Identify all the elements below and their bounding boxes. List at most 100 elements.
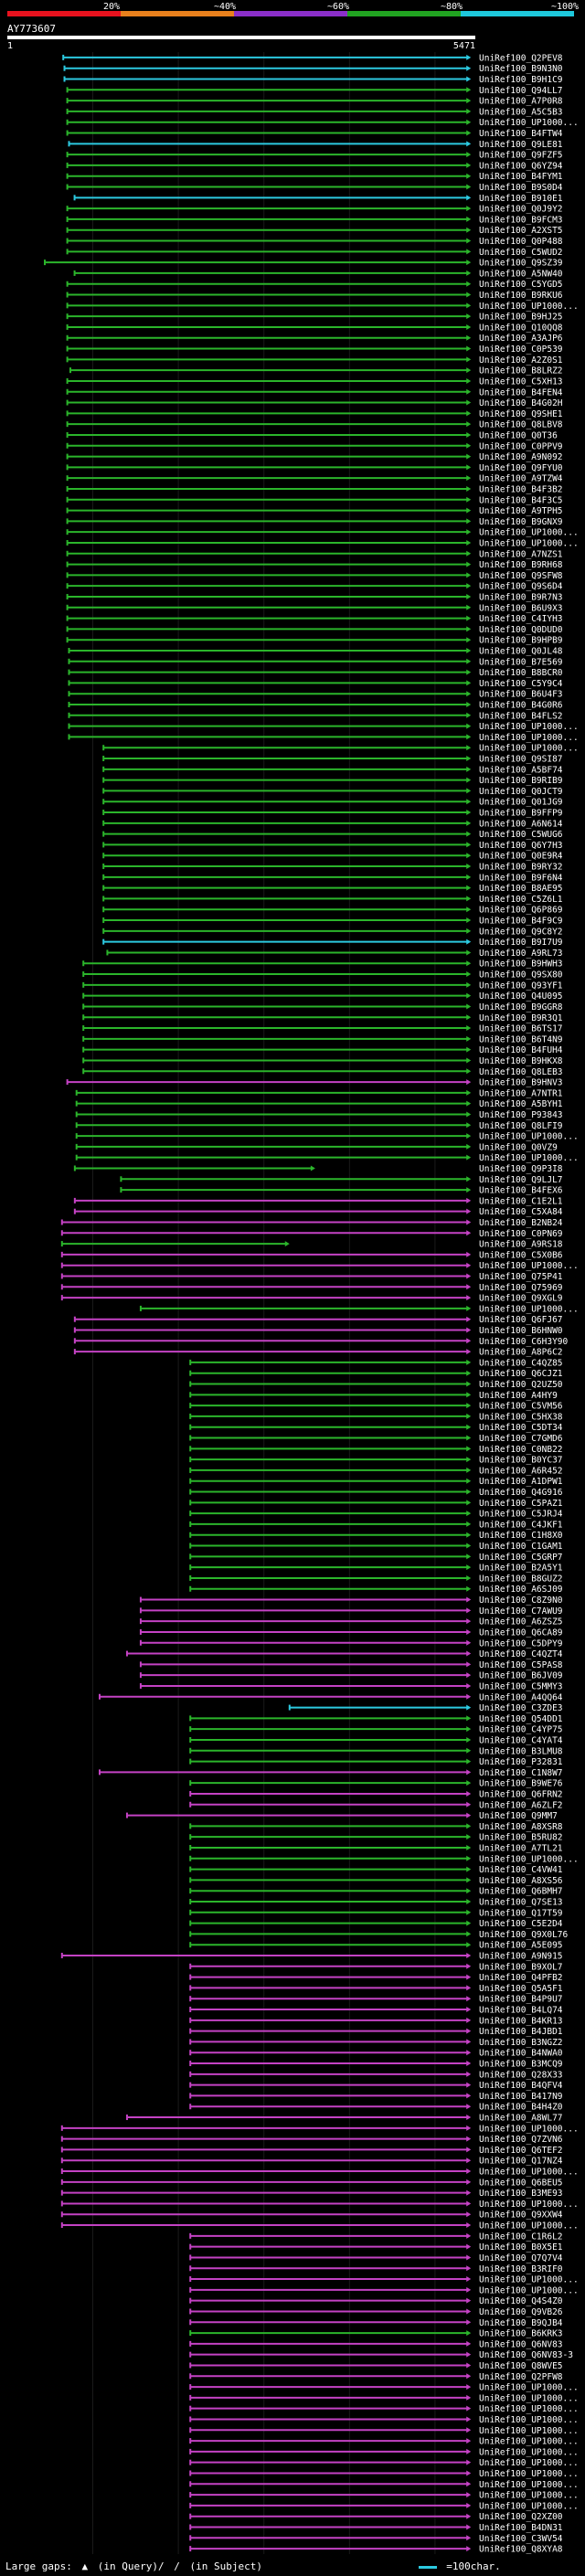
hit-label[interactable]: UniRef100_Q01JG9 [479,798,563,808]
hit-label[interactable]: UniRef100_Q4PFB2 [479,1973,563,1983]
hit-row[interactable]: UniRef100_B4FYM1 [66,172,563,182]
hit-label[interactable]: UniRef100_C0P539 [479,345,563,355]
hit-row[interactable]: UniRef100_B6JV09 [139,1671,563,1681]
hit-label[interactable]: UniRef100_B9HKX8 [479,1056,563,1066]
hit-label[interactable]: UniRef100_Q0DUD0 [479,625,563,635]
hit-label[interactable]: UniRef100_Q8WVE5 [479,2361,563,2371]
hit-row[interactable]: UniRef100_B2NB24 [60,1218,563,1228]
hit-row[interactable]: UniRef100_B4FUH4 [82,1045,563,1055]
hit-row[interactable]: UniRef100_C6H3Y90 [73,1337,569,1347]
hit-row[interactable]: UniRef100_B9R3Q1 [82,1013,563,1023]
hit-label[interactable]: UniRef100_B4FTW4 [479,129,563,139]
hit-row[interactable]: UniRef100_Q93YF1 [82,981,563,991]
hit-row[interactable]: UniRef100_C4QZT4 [125,1649,563,1659]
hit-row[interactable]: UniRef100_B0X5E1 [189,2242,563,2253]
hit-label[interactable]: UniRef100_Q9LE81 [479,140,563,150]
hit-label[interactable]: UniRef100_UP1000... [479,2383,579,2393]
hit-row[interactable]: UniRef100_UP1000... [189,2383,579,2393]
hit-row[interactable]: UniRef100_A8XS56 [189,1876,563,1886]
hit-label[interactable]: UniRef100_Q9P3I8 [479,1164,563,1174]
hit-label[interactable]: UniRef100_P32831 [479,1757,563,1767]
hit-label[interactable]: UniRef100_UP1000... [479,2221,579,2231]
hit-label[interactable]: UniRef100_Q0J9Y2 [479,205,563,215]
hit-label[interactable]: UniRef100_B9RY32 [479,863,563,873]
hit-row[interactable]: UniRef100_Q9C8Y2 [102,927,563,937]
hit-row[interactable]: UniRef100_UP1000... [60,2168,579,2178]
hit-row[interactable]: UniRef100_Q2XZ00 [189,2512,563,2522]
hit-label[interactable]: UniRef100_Q8LBV8 [479,420,563,430]
hit-label[interactable]: UniRef100_B0YC37 [479,1456,563,1466]
hit-label[interactable]: UniRef100_A4HY9 [479,1391,558,1401]
hit-label[interactable]: UniRef100_UP1000... [479,2415,579,2425]
hit-row[interactable]: UniRef100_Q17T59 [189,1908,563,1918]
hit-label[interactable]: UniRef100_Q94LL7 [479,86,563,96]
hit-label[interactable]: UniRef100_Q6CJZ1 [479,1369,563,1379]
hit-label[interactable]: UniRef100_B4FYM1 [479,172,563,182]
hit-row[interactable]: UniRef100_UP1000... [189,2501,579,2511]
hit-row[interactable]: UniRef100_C5Z6L1 [102,895,563,905]
hit-label[interactable]: UniRef100_B7E569 [479,657,563,667]
hit-label[interactable]: UniRef100_Q6NV83-3 [479,2350,573,2360]
hit-label[interactable]: UniRef100_B8AE95 [479,884,563,894]
hit-label[interactable]: UniRef100_A6R452 [479,1466,563,1476]
hit-label[interactable]: UniRef100_UP1000... [479,2437,579,2447]
hit-row[interactable]: UniRef100_A7NTR1 [75,1088,563,1098]
hit-label[interactable]: UniRef100_Q4G916 [479,1488,563,1498]
hit-row[interactable]: UniRef100_Q6FRN2 [189,1789,563,1799]
hit-row[interactable]: UniRef100_Q9SZ39 [43,259,563,269]
hit-label[interactable]: UniRef100_B9FCM3 [479,215,563,225]
hit-row[interactable]: UniRef100_Q9LE81 [68,140,563,150]
hit-row[interactable]: UniRef100_B4KR13 [189,2016,563,2026]
hit-label[interactable]: UniRef100_Q0JCT9 [479,787,563,797]
hit-label[interactable]: UniRef100_B9RH68 [479,560,563,570]
hit-label[interactable]: UniRef100_C4QZ85 [479,1358,563,1368]
hit-label[interactable]: UniRef100_Q9FYU0 [479,463,563,473]
hit-row[interactable]: UniRef100_A5BYH1 [75,1099,563,1109]
hit-row[interactable]: UniRef100_C5YGD5 [66,280,563,290]
hit-row[interactable]: UniRef100_C4QZ85 [189,1358,563,1368]
hit-label[interactable]: UniRef100_A5NW40 [479,269,563,279]
hit-row[interactable]: UniRef100_B9F6N4 [102,873,563,883]
hit-row[interactable]: UniRef100_Q75969 [60,1283,563,1293]
hit-row[interactable]: UniRef100_Q0P488 [66,237,563,247]
hit-row[interactable]: UniRef100_Q7Q7V4 [189,2253,563,2263]
hit-row[interactable]: UniRef100_C4YAT4 [189,1735,563,1745]
hit-row[interactable]: UniRef100_C5X0B6 [60,1250,563,1260]
hit-label[interactable]: UniRef100_C4VW41 [479,1865,563,1875]
hit-label[interactable]: UniRef100_A9TPH5 [479,506,563,516]
hit-label[interactable]: UniRef100_C5PAS8 [479,1660,563,1670]
hit-label[interactable]: UniRef100_Q6Y7H3 [479,841,563,851]
hit-row[interactable]: UniRef100_Q0J9Y2 [66,205,563,215]
hit-label[interactable]: UniRef100_A7NTR1 [479,1088,563,1098]
hit-row[interactable]: UniRef100_C0P539 [66,345,563,355]
hit-label[interactable]: UniRef100_C5WUD2 [479,248,563,258]
hit-row[interactable]: UniRef100_B4LQ74 [189,2006,563,2016]
hit-row[interactable]: UniRef100_B4G02H [66,398,563,408]
hit-label[interactable]: UniRef100_A6ZSZ5 [479,1617,563,1627]
hit-label[interactable]: UniRef100_Q0T36 [479,430,558,440]
hit-label[interactable]: UniRef100_C5MMY3 [479,1681,563,1691]
hit-row[interactable]: UniRef100_Q8XYA8 [189,2545,563,2555]
hit-label[interactable]: UniRef100_C5DPY9 [479,1638,563,1648]
hit-row[interactable]: UniRef100_UP1000... [75,1132,579,1142]
hit-row[interactable]: UniRef100_C5E2D4 [189,1919,563,1929]
hit-row[interactable]: UniRef100_Q6NV83-3 [189,2350,573,2360]
hit-row[interactable]: UniRef100_C1GAM1 [189,1542,563,1552]
hit-row[interactable]: UniRef100_C4IYH3 [66,614,563,624]
hit-row[interactable]: UniRef100_UP1000... [189,2415,579,2425]
hit-label[interactable]: UniRef100_B9HJ25 [479,313,563,323]
hit-label[interactable]: UniRef100_B417N9 [479,2092,563,2102]
hit-row[interactable]: UniRef100_A3AJP6 [66,334,563,344]
hit-label[interactable]: UniRef100_C1N8W7 [479,1768,563,1778]
hit-label[interactable]: UniRef100_A9RL73 [479,949,563,959]
hit-label[interactable]: UniRef100_B6U9X3 [479,603,563,613]
hit-label[interactable]: UniRef100_A9N092 [479,452,563,462]
hit-label[interactable]: UniRef100_UP1000... [479,2501,579,2511]
hit-label[interactable]: UniRef100_A4QQ64 [479,1692,563,1702]
hit-row[interactable]: UniRef100_Q9FZF5 [66,151,563,161]
hit-row[interactable]: UniRef100_A4HY9 [189,1391,558,1401]
hit-label[interactable]: UniRef100_C0PN69 [479,1229,563,1239]
hit-label[interactable]: UniRef100_B8LRZ2 [479,366,563,376]
hit-label[interactable]: UniRef100_A5E095 [479,1941,563,1951]
hit-row[interactable]: UniRef100_C5PAS8 [139,1660,563,1670]
